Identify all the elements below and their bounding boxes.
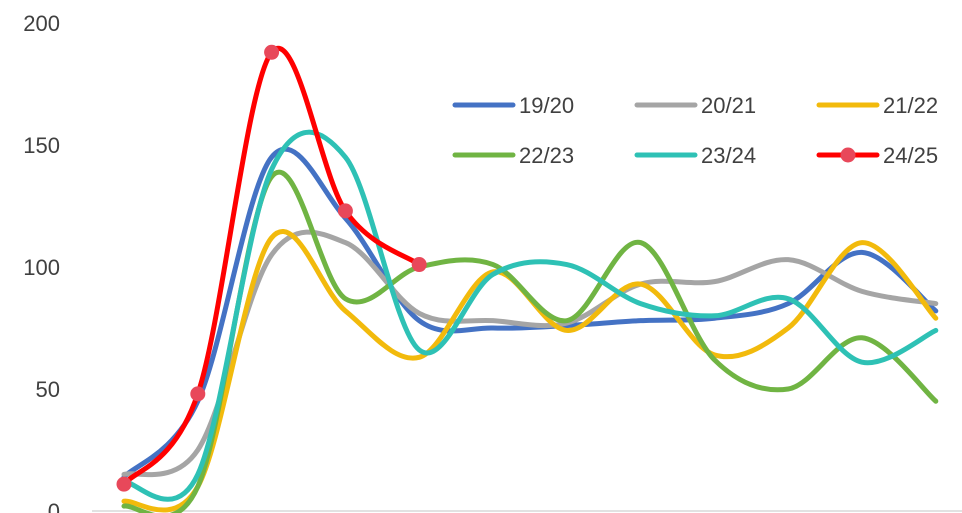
series-line bbox=[121, 229, 939, 513]
legend-item: 21/22 bbox=[816, 93, 938, 118]
legend-item: 23/24 bbox=[634, 143, 756, 168]
legend-label: 21/22 bbox=[883, 93, 938, 118]
series-layer bbox=[116, 44, 939, 513]
legend-item: 22/23 bbox=[452, 143, 574, 168]
data-point bbox=[411, 257, 427, 273]
legend-item: 24/25 bbox=[816, 143, 938, 168]
series-23-24 bbox=[121, 129, 939, 502]
legend: 19/20 20/21 21/22 22/23 23/24 24/25 bbox=[452, 93, 938, 168]
data-point bbox=[190, 386, 206, 402]
y-tick-label: 200 bbox=[23, 11, 60, 36]
legend-label: 23/24 bbox=[701, 143, 756, 168]
data-point bbox=[264, 44, 280, 60]
y-tick-label: 100 bbox=[23, 255, 60, 280]
legend-label: 24/25 bbox=[883, 143, 938, 168]
data-point bbox=[337, 203, 353, 219]
series-24-25 bbox=[116, 44, 427, 492]
series-line bbox=[121, 129, 939, 502]
y-tick-label: 150 bbox=[23, 133, 60, 158]
series-21-22 bbox=[121, 229, 939, 513]
legend-label: 19/20 bbox=[519, 93, 574, 118]
y-tick-label: 50 bbox=[36, 377, 60, 402]
y-axis: 0 50 100 150 200 bbox=[23, 11, 60, 513]
legend-label: 22/23 bbox=[519, 143, 574, 168]
legend-marker bbox=[840, 147, 856, 163]
legend-item: 19/20 bbox=[452, 93, 574, 118]
legend-label: 20/21 bbox=[701, 93, 756, 118]
y-tick-label: 0 bbox=[48, 499, 60, 513]
data-point bbox=[116, 476, 132, 492]
legend-item: 20/21 bbox=[634, 93, 756, 118]
